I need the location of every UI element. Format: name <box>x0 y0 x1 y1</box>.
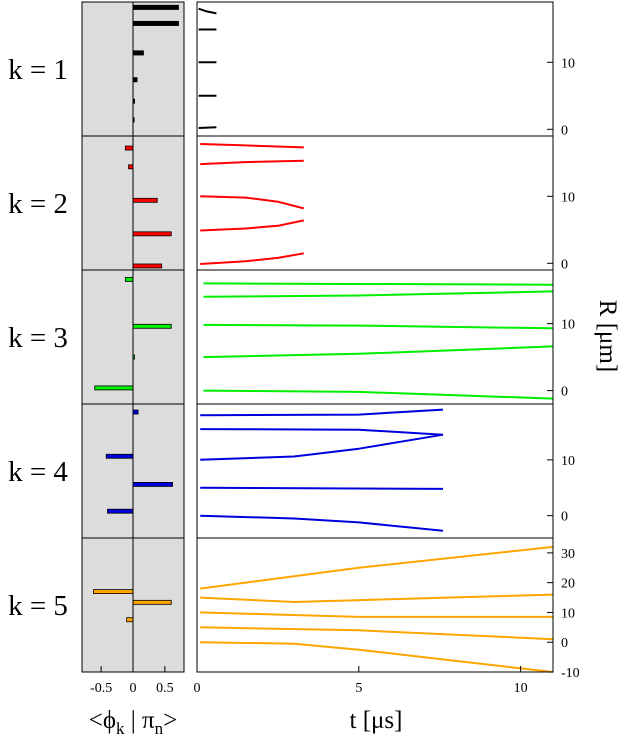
right-xtick-label-3: 10 <box>514 681 528 696</box>
left-x-axis-label: <ϕk | πn> <box>89 707 178 738</box>
bar-k2-1 <box>124 145 134 151</box>
line-k2-1 <box>200 143 304 149</box>
line-k4-3 <box>200 433 444 461</box>
bar-k3-1 <box>124 276 134 282</box>
right-xtick-label-1: 0 <box>194 681 201 696</box>
bar-k4-3 <box>132 481 173 487</box>
ytick-label-k5-3: 10 <box>561 606 575 621</box>
ytick-label-k5-1: -10 <box>561 666 580 681</box>
bar-k2-2 <box>128 164 134 170</box>
ytick-label-k3-1: 0 <box>561 385 568 400</box>
left-xtick-label-1: -0.5 <box>90 681 112 696</box>
ytick-label-k5-5: 30 <box>561 547 575 562</box>
bar-k4-2 <box>105 453 134 459</box>
ytick-label-k4-1: 0 <box>561 510 568 525</box>
row-label-k2: k = 2 <box>8 188 68 220</box>
axis-ticks: 0 10 0 10 0 10 0 10 -10 0 10 20 30 -0.5 0 0.5 0 5 10 <box>90 56 580 696</box>
bar-k3-4 <box>94 385 134 391</box>
row-label-k4: k = 4 <box>8 456 68 488</box>
line-k5-3 <box>200 611 553 618</box>
row-label-k5: k = 5 <box>8 590 68 622</box>
line-k3-1 <box>203 282 554 286</box>
panel-frames <box>81 1 554 673</box>
line-k2-2 <box>200 159 304 166</box>
bar-k2-4 <box>132 231 172 237</box>
line-k2-4 <box>200 219 305 232</box>
line-k1-5 <box>198 126 217 129</box>
line-k2-3 <box>200 195 305 210</box>
right-frame-k2 <box>196 135 554 271</box>
right-xtick-label-2: 5 <box>355 681 362 696</box>
left-xtick-label-3: 0.5 <box>156 681 174 696</box>
right-frame-k1 <box>196 1 554 137</box>
line-k4-1 <box>200 408 444 417</box>
ytick-label-k1-2: 10 <box>561 56 575 71</box>
line-k5-2 <box>200 593 554 603</box>
bar-k1-4 <box>133 77 138 83</box>
right-frame-k5 <box>196 537 554 673</box>
ytick-label-k5-2: 0 <box>561 636 568 651</box>
line-k5-4 <box>200 626 554 641</box>
bar-k1-1 <box>133 4 179 10</box>
right-x-axis-label: t [μs] <box>350 707 403 734</box>
line-k2-5 <box>200 252 304 265</box>
ytick-label-k4-2: 10 <box>561 454 575 469</box>
ytick-label-k2-2: 10 <box>561 190 575 205</box>
bar-k1-5 <box>133 98 135 104</box>
line-k3-4 <box>203 345 554 359</box>
line-k3-5 <box>203 389 554 400</box>
bar-k1-6 <box>133 117 135 123</box>
right-y-axis-label: R [μm] <box>594 300 621 372</box>
line-k4-2 <box>200 428 444 436</box>
bar-k2-5 <box>132 263 163 269</box>
line-k5-1 <box>200 545 554 590</box>
bar-k5-2 <box>132 599 172 605</box>
bar-k1-2 <box>133 20 179 26</box>
bar-k4-1 <box>132 409 139 415</box>
line-k4-5 <box>200 514 444 532</box>
row-label-k1: k = 1 <box>8 54 68 86</box>
line-k3-3 <box>203 323 554 330</box>
ytick-label-k1-1: 0 <box>561 123 568 138</box>
line-k1-1 <box>198 7 217 15</box>
bar-k5-1 <box>93 589 134 594</box>
line-k5-5 <box>200 641 554 673</box>
line-k3-2 <box>203 290 554 298</box>
row-label-k3: k = 3 <box>8 322 68 354</box>
bar-k1-3 <box>133 50 144 56</box>
bar-k5-3 <box>126 617 134 623</box>
bar-k4-4 <box>107 508 134 514</box>
chart-marks: k = 1 k = 2 k = 3 k = 4 k = 5 <box>8 4 554 673</box>
ytick-label-k5-4: 20 <box>561 577 575 592</box>
ytick-label-k2-1: 0 <box>561 257 568 272</box>
ytick-label-k3-2: 10 <box>561 318 575 333</box>
bar-k3-2 <box>132 323 172 329</box>
left-xtick-label-2: 0 <box>130 681 137 696</box>
line-k4-4 <box>200 486 444 490</box>
right-frame-k3 <box>196 269 554 405</box>
bar-k2-3 <box>132 197 158 203</box>
